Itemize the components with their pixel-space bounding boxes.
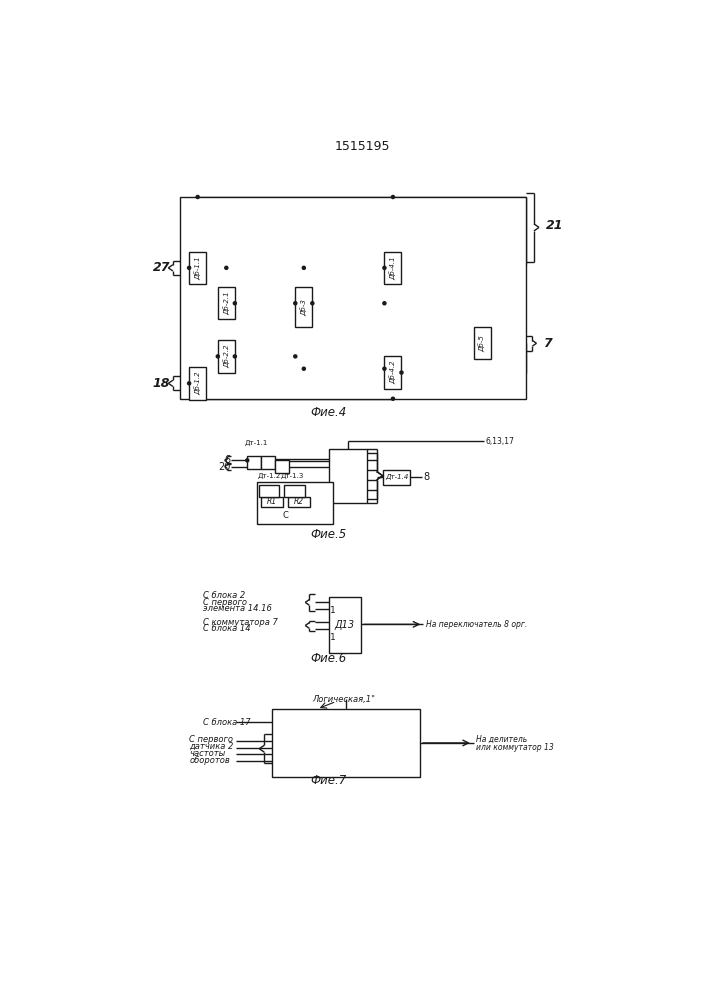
Bar <box>474 327 491 359</box>
Text: Дт-1.1: Дт-1.1 <box>245 440 268 446</box>
Text: Фие.4: Фие.4 <box>310 406 346 419</box>
Circle shape <box>303 266 305 269</box>
Bar <box>275 460 289 473</box>
Text: Дб-4.2: Дб-4.2 <box>390 361 397 384</box>
Circle shape <box>400 371 403 374</box>
Circle shape <box>383 266 386 269</box>
Text: Фие.5: Фие.5 <box>310 528 346 541</box>
Bar <box>356 715 406 771</box>
Text: 21: 21 <box>547 219 564 232</box>
Text: элемента 14.16: элемента 14.16 <box>203 604 272 613</box>
Text: оборотов: оборотов <box>189 756 230 765</box>
Text: 1: 1 <box>330 633 336 642</box>
Bar <box>257 482 332 524</box>
Bar <box>247 456 261 469</box>
Circle shape <box>196 195 199 199</box>
Bar <box>284 485 305 497</box>
Bar <box>329 449 368 503</box>
Text: U: U <box>288 728 293 733</box>
Text: Д13: Д13 <box>335 620 355 630</box>
Text: частоты: частоты <box>189 749 226 758</box>
Text: С блока 14: С блока 14 <box>203 624 251 633</box>
Text: C: C <box>283 511 288 520</box>
Bar <box>259 485 279 497</box>
Text: R: R <box>358 747 362 752</box>
Text: 6: 6 <box>224 455 230 465</box>
Text: M: M <box>358 756 363 761</box>
Text: D: D <box>358 728 363 733</box>
Text: Дб-5: Дб-5 <box>479 335 486 352</box>
Text: M: M <box>288 756 293 761</box>
Text: C: C <box>358 737 363 742</box>
Circle shape <box>233 302 236 305</box>
Text: Дб-2.2: Дб-2.2 <box>223 345 230 368</box>
Text: R: R <box>288 747 293 752</box>
Text: 7: 7 <box>543 337 552 350</box>
Text: Фие.7: Фие.7 <box>310 774 346 787</box>
Text: 1515195: 1515195 <box>334 140 390 153</box>
Text: 18: 18 <box>153 377 170 390</box>
Text: датчика 2: датчика 2 <box>189 742 233 751</box>
Bar <box>329 597 361 653</box>
Bar <box>383 470 410 485</box>
Text: Дб-1.2: Дб-1.2 <box>194 372 201 395</box>
Bar <box>180 197 526 399</box>
Text: 1: 1 <box>330 606 336 615</box>
Bar <box>385 356 402 389</box>
Bar <box>218 340 235 373</box>
Bar <box>296 287 312 327</box>
Circle shape <box>383 302 386 305</box>
Circle shape <box>392 397 395 400</box>
Text: 20: 20 <box>218 462 230 472</box>
Text: Дб-4.1: Дб-4.1 <box>390 256 397 280</box>
Text: Дл-1.1: Дл-1.1 <box>297 738 325 747</box>
Circle shape <box>303 367 305 370</box>
Text: Логическая,1": Логическая,1" <box>312 695 375 704</box>
Circle shape <box>293 302 297 305</box>
Circle shape <box>187 266 191 269</box>
Text: C: C <box>288 737 293 742</box>
Text: Дт-1.4: Дт-1.4 <box>385 474 408 480</box>
Text: R1: R1 <box>267 497 277 506</box>
Text: Дт-1.3: Дт-1.3 <box>281 473 304 479</box>
Text: S: S <box>288 719 292 724</box>
Bar <box>189 252 206 284</box>
Text: 6,13,17: 6,13,17 <box>486 437 515 446</box>
Text: Дб-3: Дб-3 <box>300 299 308 316</box>
Text: Дт-1.2: Дт-1.2 <box>257 473 281 479</box>
Text: С блока 2: С блока 2 <box>203 591 245 600</box>
Text: Дб-1.1: Дб-1.1 <box>194 256 201 280</box>
Text: S: S <box>358 719 362 724</box>
Bar <box>385 252 402 284</box>
Bar <box>261 497 283 507</box>
Text: 27: 27 <box>153 261 170 274</box>
Text: На делитель: На делитель <box>476 735 527 744</box>
Bar <box>189 367 206 400</box>
Text: С первого: С первого <box>189 735 233 744</box>
Circle shape <box>383 367 386 370</box>
Circle shape <box>246 459 249 462</box>
Bar <box>261 456 275 469</box>
Circle shape <box>225 266 228 269</box>
Bar <box>286 715 337 771</box>
Bar <box>218 287 235 319</box>
Text: Фие.6: Фие.6 <box>310 652 346 666</box>
Circle shape <box>311 302 314 305</box>
Text: С первого: С первого <box>203 598 247 607</box>
Circle shape <box>216 355 219 358</box>
Text: R2: R2 <box>294 497 304 506</box>
Text: С блока 17: С блока 17 <box>203 718 251 727</box>
Bar <box>272 709 420 777</box>
Circle shape <box>187 382 191 385</box>
Text: или коммутатор 13: или коммутатор 13 <box>476 743 554 752</box>
Text: На переключатель 8 орг.: На переключатель 8 орг. <box>426 620 527 629</box>
Text: Дб-2.1: Дб-2.1 <box>223 291 230 315</box>
Circle shape <box>293 355 297 358</box>
Text: 8: 8 <box>423 472 429 482</box>
Text: Дл-1.2: Дл-1.2 <box>367 738 395 747</box>
Text: С коммутатора 7: С коммутатора 7 <box>203 618 278 627</box>
Circle shape <box>392 195 395 199</box>
Circle shape <box>233 355 236 358</box>
Bar <box>288 497 310 507</box>
